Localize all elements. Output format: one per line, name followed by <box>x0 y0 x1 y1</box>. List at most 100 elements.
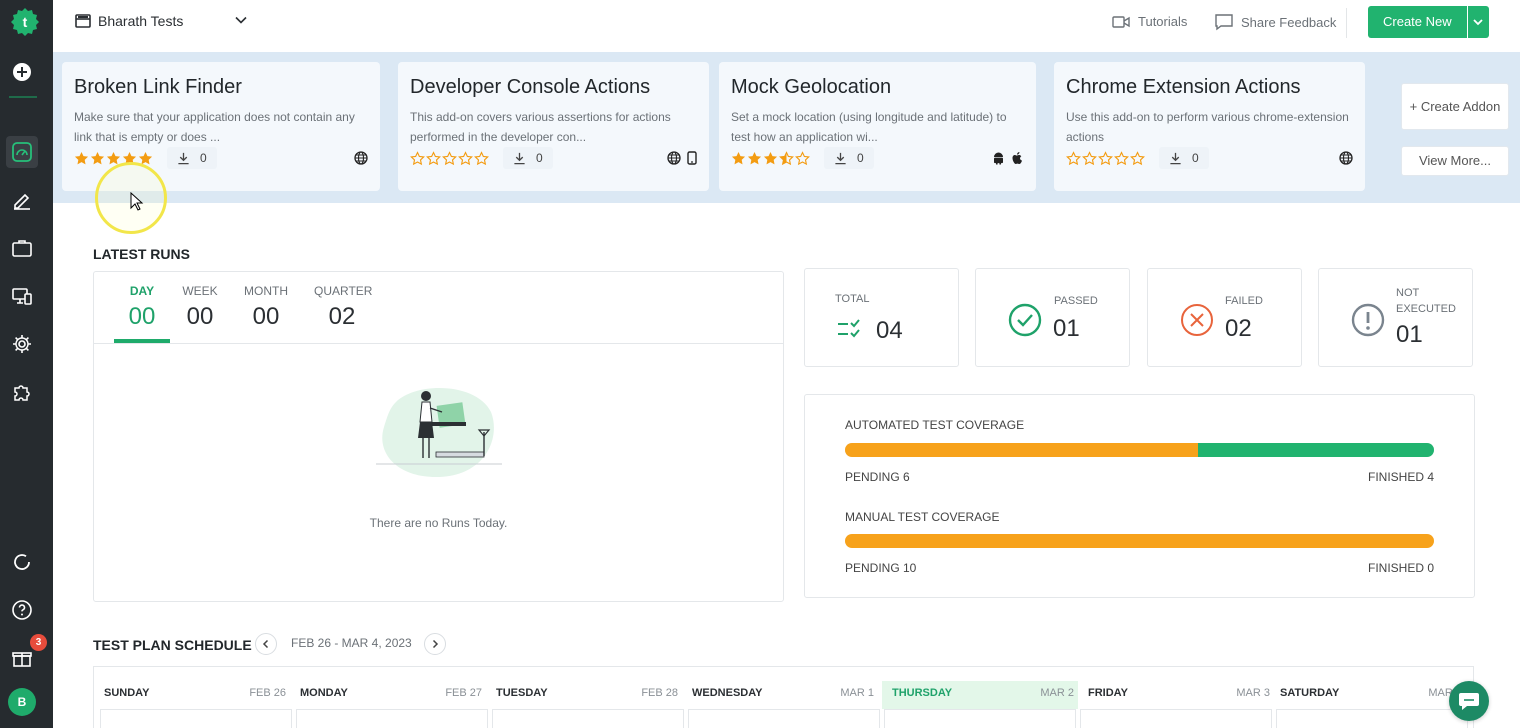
chevron-left-icon[interactable] <box>255 633 277 655</box>
star-icon <box>106 151 121 164</box>
star-icon <box>74 151 89 164</box>
gift-icon[interactable] <box>6 642 38 674</box>
create-new-button[interactable]: Create New <box>1368 6 1489 38</box>
day-header-sunday: SUNDAY FEB 26 <box>94 681 290 709</box>
stat-failed[interactable]: FAILED 02 <box>1147 268 1302 367</box>
create-addon-button[interactable]: + Create Addon <box>1401 83 1509 130</box>
day-date: MAR 1 <box>840 687 874 699</box>
star-outline-icon <box>1082 150 1097 165</box>
tab-week[interactable]: WEEK 00 <box>180 284 220 331</box>
tab-value: 02 <box>328 303 356 330</box>
android-icon <box>994 152 1003 165</box>
addon-description: Make sure that your application does not… <box>74 110 355 144</box>
add-icon[interactable] <box>6 56 38 88</box>
sidebar-divider <box>9 96 37 98</box>
day-name: WEDNESDAY <box>692 687 763 699</box>
day-cell[interactable] <box>492 709 684 728</box>
stat-value: 01 <box>1396 321 1423 348</box>
pending-segment <box>845 443 1199 457</box>
day-name: SATURDAY <box>1280 687 1340 699</box>
day-cell[interactable] <box>1276 709 1468 728</box>
tab-label: DAY <box>129 284 155 298</box>
tab-label: QUARTER <box>314 284 373 298</box>
star-icon <box>138 151 153 164</box>
tab-day[interactable]: DAY 00 <box>114 284 170 331</box>
briefcase-icon[interactable] <box>6 232 38 264</box>
testsigma-logo[interactable]: t <box>10 7 40 37</box>
chevron-down-icon[interactable] <box>1466 6 1489 38</box>
star-outline-icon <box>474 150 489 165</box>
day-name: MONDAY <box>300 687 348 699</box>
coverage-card: AUTOMATED TEST COVERAGE PENDING 6 FINISH… <box>804 394 1475 598</box>
tab-month[interactable]: MONTH 00 <box>240 284 292 331</box>
stat-value: 04 <box>876 317 903 344</box>
download-value: 0 <box>200 151 207 165</box>
day-header-thursday: THURSDAY MAR 2 <box>882 681 1078 709</box>
help-icon[interactable] <box>6 594 38 626</box>
mobile-icon <box>687 151 697 165</box>
download-value: 0 <box>857 151 864 165</box>
pencil-icon[interactable] <box>6 184 38 216</box>
download-count: 0 <box>167 147 217 169</box>
addon-description: Use this add-on to perform various chrom… <box>1066 110 1349 144</box>
platform-icons <box>992 151 1024 165</box>
cursor-icon <box>130 191 144 217</box>
finished-segment <box>1198 443 1434 457</box>
day-name: FRIDAY <box>1088 687 1128 699</box>
star-icon <box>90 151 105 164</box>
tutorials-link[interactable]: Tutorials <box>1112 14 1187 29</box>
tutorials-label: Tutorials <box>1138 14 1188 29</box>
chevron-down-icon[interactable] <box>234 13 248 32</box>
tab-value: 00 <box>252 303 280 330</box>
day-cell[interactable] <box>884 709 1076 728</box>
star-icon <box>122 151 137 164</box>
avatar[interactable]: B <box>8 688 36 716</box>
addon-card[interactable]: Developer Console Actions This add-on co… <box>398 62 709 191</box>
stat-total[interactable]: TOTAL 04 <box>804 268 959 367</box>
addon-footer: 0 <box>1066 147 1353 169</box>
tab-quarter[interactable]: QUARTER 02 <box>314 284 373 331</box>
view-more-button[interactable]: View More... <box>1401 146 1509 176</box>
schedule-grid: SUNDAY FEB 26 MONDAY FEB 27 TUESDAY FEB … <box>93 666 1474 728</box>
addon-footer: 0 <box>74 147 368 169</box>
addon-description: Set a mock location (using longitude and… <box>731 110 1007 144</box>
stat-not-executed[interactable]: NOT EXECUTED 01 <box>1318 268 1473 367</box>
exclamation-circle-icon <box>1351 303 1385 342</box>
chat-support-button[interactable] <box>1449 681 1489 721</box>
day-cell[interactable] <box>688 709 880 728</box>
day-cell[interactable] <box>1080 709 1272 728</box>
share-feedback-link[interactable]: Share Feedback <box>1214 13 1336 31</box>
addon-footer: 0 <box>731 147 1024 169</box>
day-date: FEB 28 <box>641 687 678 699</box>
star-outline-icon <box>1098 150 1113 165</box>
addon-card[interactable]: Chrome Extension Actions Use this add-on… <box>1054 62 1365 191</box>
globe-icon <box>667 151 681 165</box>
stat-label: FAILED <box>1225 295 1263 307</box>
workspace-name[interactable]: Bharath Tests <box>98 13 184 29</box>
manual-coverage-title: MANUAL TEST COVERAGE <box>845 510 1000 524</box>
platform-icons <box>354 151 368 165</box>
devices-icon[interactable] <box>6 280 38 312</box>
addon-footer: 0 <box>410 147 697 169</box>
chevron-right-icon[interactable] <box>424 633 446 655</box>
manual-coverage-bar[interactable] <box>845 534 1434 548</box>
download-value: 0 <box>536 151 543 165</box>
automated-coverage-bar[interactable] <box>845 443 1434 457</box>
tab-value: 00 <box>186 303 214 330</box>
gear-icon[interactable] <box>6 328 38 360</box>
day-date: FEB 26 <box>249 687 286 699</box>
day-cell[interactable] <box>296 709 488 728</box>
platform-icons <box>667 151 697 165</box>
puzzle-icon[interactable] <box>6 376 38 408</box>
stat-passed[interactable]: PASSED 01 <box>975 268 1130 367</box>
day-cell[interactable] <box>100 709 292 728</box>
video-icon <box>1112 15 1130 28</box>
refresh-icon[interactable] <box>6 546 38 578</box>
create-new-label: Create New <box>1383 14 1452 29</box>
addon-card[interactable]: Mock Geolocation Set a mock location (us… <box>719 62 1036 191</box>
manual-pending-label: PENDING 10 <box>845 561 917 575</box>
sidebar: t 3 B <box>0 0 53 728</box>
dashboard-icon[interactable] <box>6 136 38 168</box>
x-circle-icon <box>1180 303 1214 342</box>
addon-title: Mock Geolocation <box>731 76 892 98</box>
